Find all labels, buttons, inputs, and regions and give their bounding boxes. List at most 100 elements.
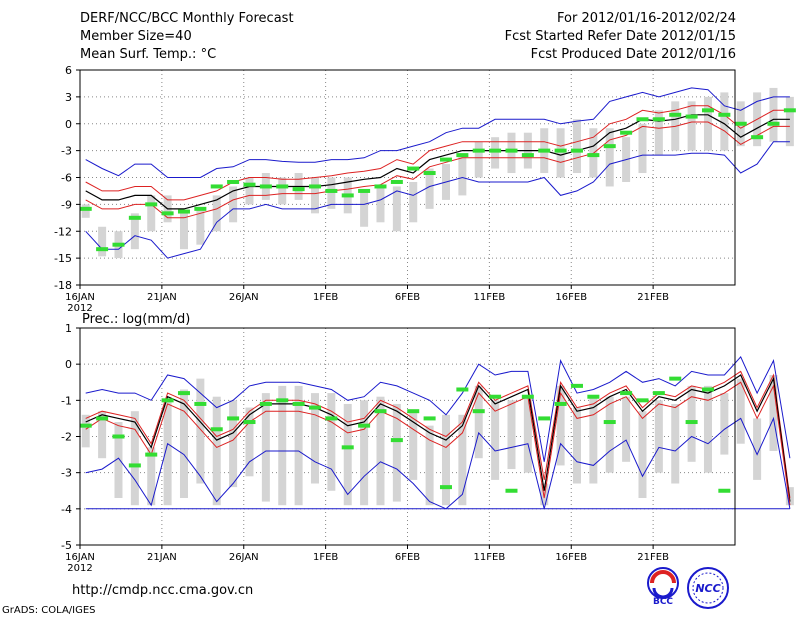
spread-box xyxy=(130,411,139,506)
series-line-outer-lower xyxy=(85,141,790,259)
spread-box xyxy=(491,137,500,169)
forecast-marker xyxy=(341,445,354,450)
spread-box xyxy=(261,393,270,502)
spread-box xyxy=(212,396,221,506)
spread-box xyxy=(376,396,385,506)
forecast-marker xyxy=(308,184,321,189)
spread-box xyxy=(81,204,90,218)
forecast-marker xyxy=(243,420,256,425)
spread-box xyxy=(687,101,696,151)
spread-box xyxy=(703,96,712,151)
forecast-marker xyxy=(227,416,240,421)
forecast-marker xyxy=(554,148,567,153)
spread-box xyxy=(720,393,729,455)
forecast-marker xyxy=(390,179,403,184)
y-tick-label: -5 xyxy=(61,539,72,552)
spread-box xyxy=(147,447,156,506)
spread-box xyxy=(196,208,205,245)
forecast-marker xyxy=(423,171,436,176)
spread-box xyxy=(572,119,581,174)
spread-box xyxy=(491,400,500,480)
forecast-marker xyxy=(390,438,403,443)
spread-box xyxy=(294,385,303,506)
forecast-marker xyxy=(521,394,534,399)
forecast-marker xyxy=(570,383,583,388)
forecast-marker xyxy=(161,398,174,403)
spread-box xyxy=(425,168,434,209)
series-line-inner-upper xyxy=(85,370,791,499)
forecast-marker xyxy=(685,420,698,425)
forecast-marker xyxy=(587,153,600,158)
forecast-marker xyxy=(194,206,207,211)
spread-box xyxy=(360,400,369,506)
spread-box xyxy=(392,403,401,502)
spread-box xyxy=(753,418,762,480)
spread-box xyxy=(441,414,450,506)
spread-box xyxy=(392,186,401,232)
spread-box xyxy=(671,403,680,484)
spread-box xyxy=(147,195,156,232)
spread-box xyxy=(278,385,287,506)
forecast-marker xyxy=(669,376,682,381)
forecast-marker xyxy=(489,394,502,399)
forecast-marker xyxy=(128,463,141,468)
series-line-mean xyxy=(85,114,790,210)
spread-box xyxy=(425,425,434,506)
forecast-marker xyxy=(472,148,485,153)
y-tick-label: -15 xyxy=(54,252,72,265)
spread-box xyxy=(229,186,238,223)
y-tick-label: 0 xyxy=(65,118,72,131)
forecast-marker xyxy=(341,193,354,198)
forecast-marker xyxy=(210,427,223,432)
spread-box xyxy=(376,186,385,223)
spread-box xyxy=(229,400,238,488)
spread-box xyxy=(360,190,369,227)
x-tick-label: 16FEB xyxy=(555,292,587,303)
spread-box xyxy=(736,378,745,444)
forecast-marker xyxy=(177,209,190,214)
spread-box xyxy=(114,422,123,498)
forecast-marker xyxy=(538,148,551,153)
forecast-title: DERF/NCC/BCC Monthly Forecast xyxy=(80,11,294,26)
bcc-logo-text: BCC xyxy=(653,597,673,606)
y-tick-label: 6 xyxy=(65,64,72,77)
spread-box xyxy=(163,400,172,506)
spread-box xyxy=(458,155,467,196)
forecast-marker xyxy=(259,401,272,406)
spread-box xyxy=(196,378,205,484)
spread-box xyxy=(703,385,712,473)
forecast-marker xyxy=(210,184,223,189)
forecast-marker xyxy=(603,144,616,149)
spread-box xyxy=(556,385,565,466)
spread-box xyxy=(785,96,794,147)
ncc-logo-text: NCC xyxy=(695,582,720,595)
spread-box xyxy=(98,411,107,459)
source-url[interactable]: http://cmdp.ncc.cma.gov.cn xyxy=(72,583,254,598)
x-tick-label: 16FEB xyxy=(555,552,587,563)
forecast-marker xyxy=(767,121,780,126)
forecast-marker xyxy=(669,112,682,117)
series-line-inner-upper xyxy=(85,105,790,201)
y-tick-label: 3 xyxy=(65,91,72,104)
forecast-marker xyxy=(161,211,174,216)
spread-box xyxy=(654,110,663,156)
spread-box xyxy=(556,128,565,178)
forecast-marker xyxy=(620,130,633,135)
produced-date: Fcst Produced Date 2012/01/16 xyxy=(530,47,736,62)
forecast-marker xyxy=(636,117,649,122)
forecast-period: For 2012/01/16-2012/02/24 xyxy=(557,11,736,26)
y-tick-label: 0 xyxy=(65,358,72,371)
forecast-marker xyxy=(325,188,338,193)
spread-box xyxy=(98,226,107,257)
spread-box xyxy=(179,213,188,250)
temperature-variable-label: Mean Surf. Temp.: °C xyxy=(80,47,217,62)
forecast-marker xyxy=(112,242,125,247)
spread-box xyxy=(343,403,352,506)
forecast-marker xyxy=(783,108,796,113)
forecast-marker xyxy=(718,112,731,117)
y-tick-label: -1 xyxy=(61,394,72,407)
forecast-marker xyxy=(456,387,469,392)
forecast-marker xyxy=(505,148,518,153)
forecast-marker xyxy=(243,182,256,187)
forecast-marker xyxy=(276,184,289,189)
